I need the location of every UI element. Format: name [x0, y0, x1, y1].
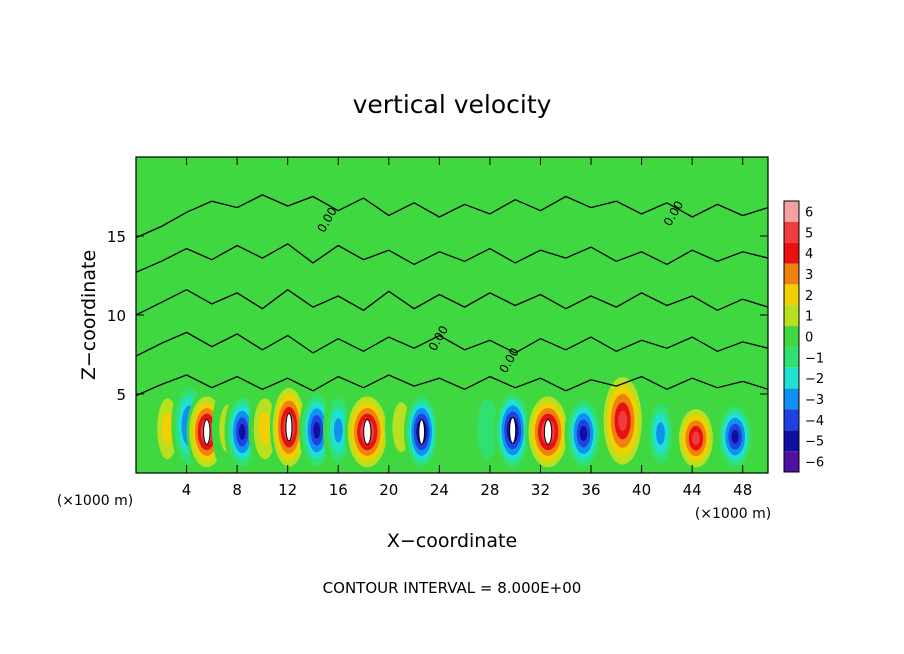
- colorbar-swatch: [784, 430, 799, 452]
- colorbar-frame: [783, 200, 800, 473]
- cell-contour-band: [656, 422, 665, 445]
- cell-peak: [543, 419, 553, 445]
- velocity-cell: [525, 390, 571, 473]
- cell-contour-band: [313, 422, 321, 439]
- cell-contour-band: [238, 423, 246, 440]
- colorbar-swatch: [784, 346, 799, 368]
- colorbar-label: 4: [805, 247, 813, 262]
- colorbar-swatch: [784, 451, 799, 472]
- x-tick-label: 28: [480, 481, 499, 499]
- colorbar-label: 6: [805, 205, 813, 220]
- colorbar-swatch: [784, 263, 799, 285]
- x-tick-label: 40: [632, 481, 651, 499]
- colorbar-label: 5: [805, 226, 813, 241]
- colorbar-label: −5: [805, 435, 824, 450]
- cell-peak: [363, 419, 372, 445]
- colorbar-label: 1: [805, 310, 813, 325]
- cell-contour-band: [481, 412, 494, 446]
- velocity-cell: [323, 387, 354, 473]
- y-tick-label: 10: [107, 307, 126, 325]
- contour-interval-footer: CONTOUR INTERVAL = 8.000E+00: [323, 579, 582, 597]
- velocity-cell: [564, 394, 603, 473]
- colorbar-swatch: [784, 326, 799, 347]
- colorbar-swatch: [784, 388, 799, 410]
- x-axis-label: X−coordinate: [387, 530, 517, 552]
- colorbar-label: −3: [805, 393, 824, 408]
- contour-line: [136, 243, 768, 273]
- colorbar-swatch: [784, 305, 799, 327]
- velocity-cell: [269, 381, 308, 473]
- cell-peak: [418, 419, 425, 445]
- x-unit-left: (×1000 m): [57, 493, 133, 509]
- colorbar-label: −4: [805, 414, 824, 429]
- x-tick-label: 48: [733, 481, 752, 499]
- colorbar-swatch: [784, 201, 799, 222]
- x-tick-label: 36: [581, 481, 600, 499]
- velocity-cell: [645, 394, 676, 473]
- x-tick-label: 8: [232, 481, 242, 499]
- colorbar-swatch: [784, 242, 799, 264]
- x-tick-label: 24: [430, 481, 449, 499]
- plot-content: 0.00 0.000.000.00: [136, 157, 768, 473]
- x-tick-label: 20: [379, 481, 398, 499]
- contour-line: [136, 374, 768, 397]
- colorbar-swatch: [784, 284, 799, 306]
- y-axis-label: Z−coordinate: [78, 250, 100, 380]
- x-tick-label: 44: [683, 481, 702, 499]
- cell-contour-band: [618, 410, 628, 431]
- contour-line: [136, 331, 768, 357]
- colorbar-swatch: [784, 367, 799, 389]
- chart-title: vertical velocity: [353, 90, 552, 119]
- colorbar-swatch: [784, 409, 799, 431]
- x-tick-label: 12: [278, 481, 297, 499]
- cell-contour-band: [333, 418, 343, 443]
- cell-peak: [509, 417, 517, 444]
- velocity-cell: [435, 387, 469, 473]
- velocity-cell: [599, 368, 646, 473]
- x-tick-label: 16: [329, 481, 348, 499]
- velocity-cell: [493, 387, 532, 473]
- y-tick-label: 15: [107, 228, 126, 246]
- cell-contour-band: [443, 407, 461, 454]
- x-unit-right: (×1000 m): [695, 506, 771, 522]
- plot-area: 0.00 0.000.000.004 8 12 16 20 24 28 32 36 40 44 4851…: [107, 156, 769, 499]
- colorbar-label: −6: [805, 456, 824, 471]
- velocity-cell: [716, 400, 755, 473]
- velocity-cell: [403, 390, 440, 473]
- contour-line: [136, 194, 768, 239]
- velocity-cell: [472, 384, 503, 473]
- x-tick-label: 4: [182, 481, 192, 499]
- cell-contour-band: [731, 429, 739, 444]
- colorbar-swatch: [784, 221, 799, 243]
- colorbar-label: 3: [805, 268, 813, 283]
- colorbar-label: −2: [805, 372, 824, 387]
- cell-peak: [285, 412, 293, 442]
- colorbar: 6 5 4 3 2 1 0 −1 −2 −3 −4 −5 −6: [783, 200, 824, 473]
- x-tick-label: 32: [531, 481, 550, 499]
- cell-contour-band: [579, 425, 588, 442]
- cell-contour-band: [161, 412, 174, 446]
- colorbar-label: −1: [805, 351, 824, 366]
- cell-contour-band: [258, 412, 272, 446]
- colorbar-label: 2: [805, 289, 813, 304]
- cell-contour-band: [692, 431, 700, 445]
- colorbar-label: 0: [805, 331, 813, 346]
- cell-peak: [203, 419, 211, 445]
- y-tick-label: 5: [116, 386, 126, 404]
- contour-line: [136, 288, 768, 316]
- velocity-cell: [344, 390, 391, 473]
- velocity-cell: [675, 403, 717, 473]
